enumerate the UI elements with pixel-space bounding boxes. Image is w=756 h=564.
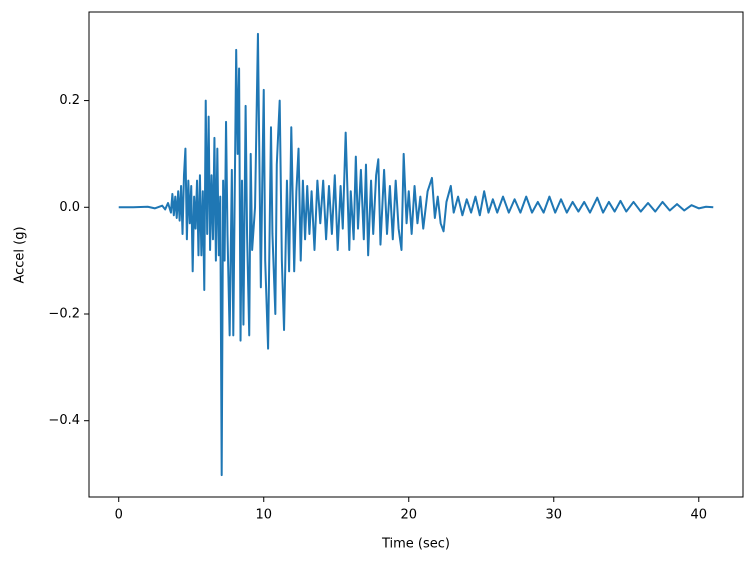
x-tick-label: 0 xyxy=(115,508,123,523)
x-axis-label: Time (sec) xyxy=(381,537,450,552)
y-axis-label: Accel (g) xyxy=(13,226,28,283)
y-tick-label: 0.0 xyxy=(59,200,80,215)
axes-frame xyxy=(88,11,744,498)
x-tick-label: 10 xyxy=(255,508,272,523)
y-tick-label: −0.2 xyxy=(48,306,80,321)
x-tick-label: 40 xyxy=(690,508,707,523)
data-line xyxy=(118,32,714,477)
x-tick-label: 20 xyxy=(400,508,417,523)
y-tick-label: 0.2 xyxy=(59,93,80,108)
x-tick-label: 30 xyxy=(545,508,562,523)
y-tick-label: −0.4 xyxy=(48,413,80,428)
